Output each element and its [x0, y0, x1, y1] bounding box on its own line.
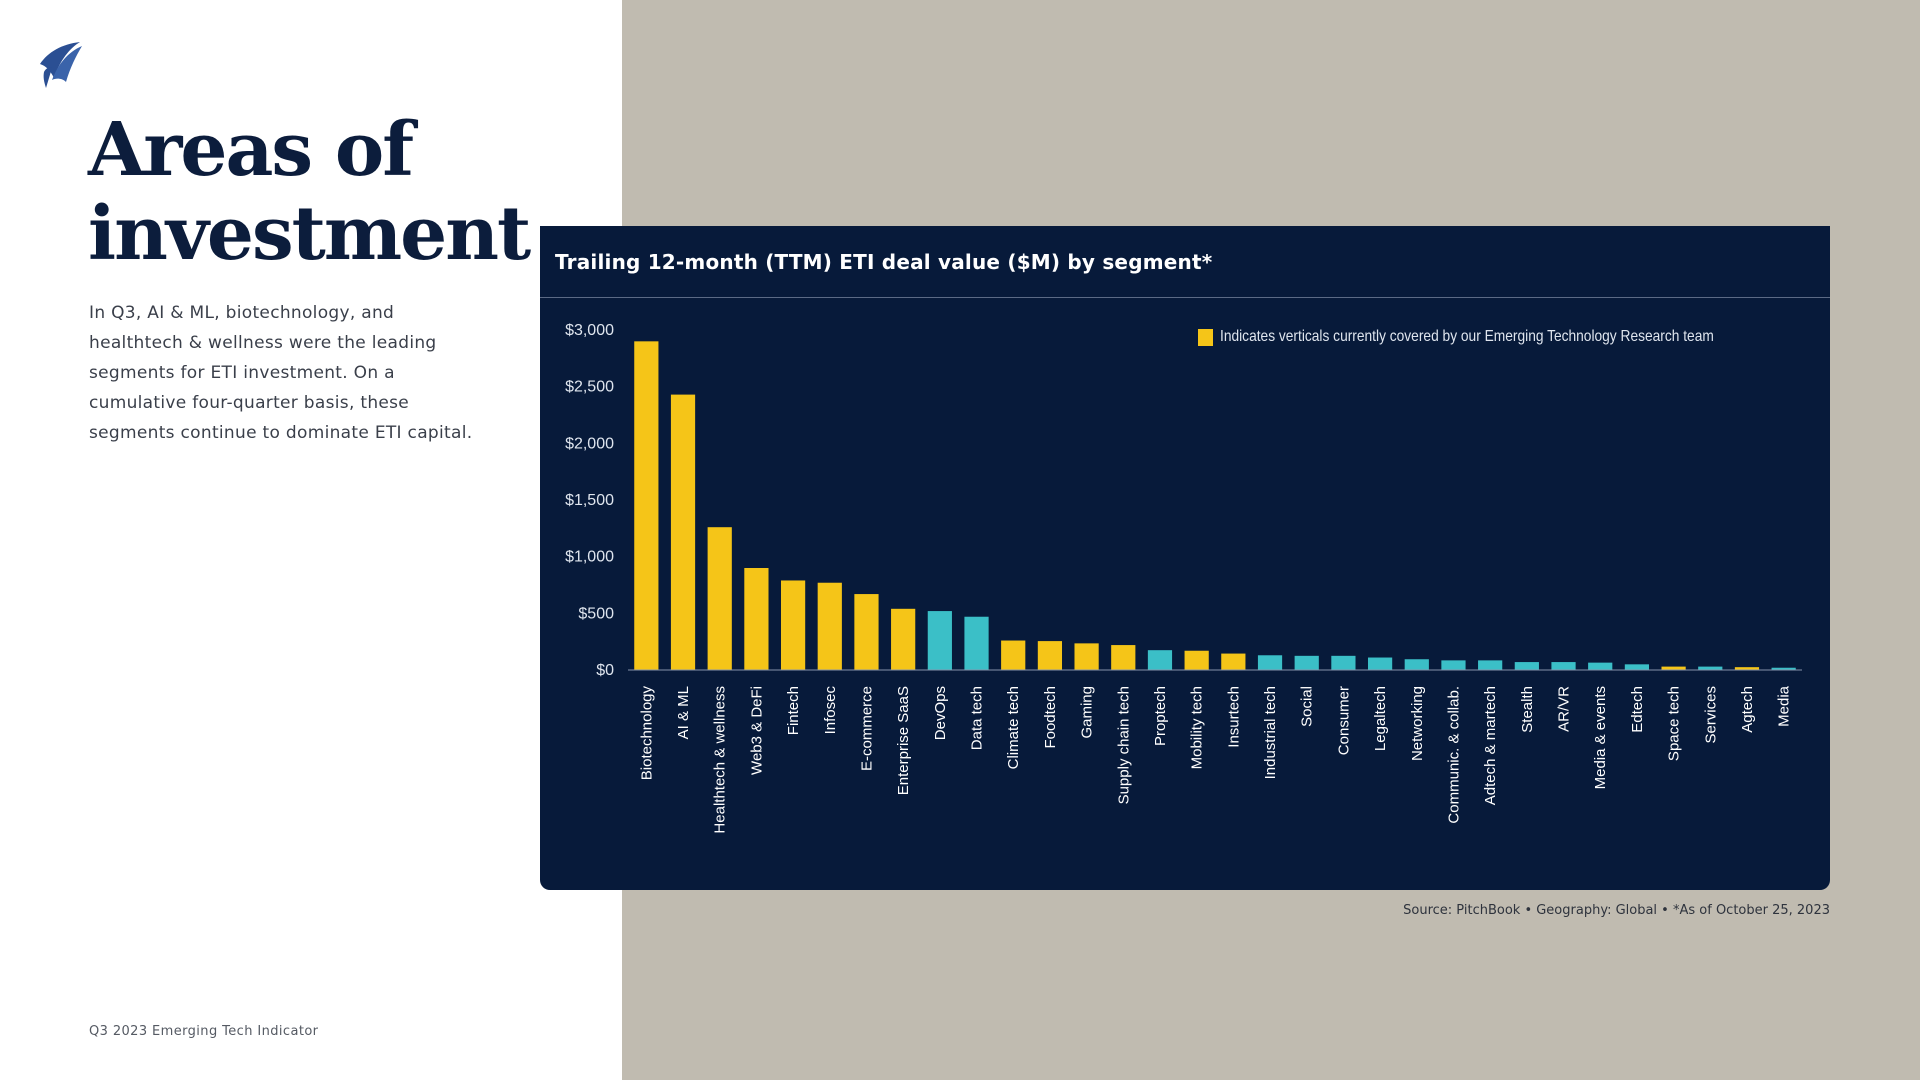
x-category-label: Adtech & martech	[1482, 686, 1499, 805]
page-title-line-2: investment	[88, 191, 531, 277]
y-tick-label: $1,500	[565, 492, 614, 509]
bar	[1111, 645, 1136, 670]
y-tick-label: $2,000	[565, 435, 614, 452]
x-category-label: Proptech	[1152, 686, 1169, 746]
y-tick-label: $2,500	[565, 379, 614, 396]
y-tick-label: $3,000	[565, 322, 614, 339]
bar	[707, 527, 732, 670]
bar	[634, 341, 659, 670]
x-category-label: Services	[1702, 686, 1719, 744]
bar	[1551, 662, 1576, 670]
footer-label: Q3 2023 Emerging Tech Indicator	[89, 1024, 319, 1039]
legend-label: Indicates verticals currently covered by…	[1219, 328, 1714, 345]
bar	[1624, 664, 1650, 670]
bar	[1221, 653, 1246, 670]
bar	[1734, 667, 1760, 670]
x-category-label: AI & ML	[675, 686, 692, 739]
x-category-label: E-commerce	[858, 686, 875, 771]
x-category-label: Fintech	[785, 686, 802, 735]
y-tick-label: $500	[578, 605, 614, 622]
chart-title-divider	[540, 297, 1830, 298]
x-category-label: Climate tech	[1005, 686, 1022, 769]
bar	[927, 611, 952, 670]
x-category-label: Stealth	[1519, 686, 1536, 733]
bar	[1147, 650, 1173, 670]
bar	[1698, 666, 1723, 670]
x-category-label: Industrial tech	[1262, 686, 1279, 779]
x-category-label: Agtech	[1739, 686, 1756, 733]
bar	[1331, 655, 1356, 670]
x-category-label: DevOps	[932, 686, 949, 740]
bar	[964, 616, 989, 670]
bar	[1661, 666, 1686, 670]
x-category-label: Foodtech	[1042, 686, 1059, 749]
bar	[1037, 641, 1063, 670]
bar	[854, 594, 879, 670]
x-category-label: AR/VR	[1556, 686, 1573, 732]
x-category-label: Biotechnology	[638, 686, 655, 781]
x-category-label: Healthtech & wellness	[712, 686, 729, 834]
x-category-label: Edtech	[1629, 686, 1646, 733]
y-tick-label: $1,000	[565, 549, 614, 566]
bar	[1771, 667, 1796, 670]
bar	[1257, 655, 1283, 670]
bar	[1588, 662, 1613, 670]
x-category-label: Gaming	[1079, 686, 1096, 739]
bar	[1001, 640, 1026, 670]
bar	[1184, 650, 1209, 670]
x-category-label: Supply chain tech	[1115, 686, 1132, 804]
x-category-label: Space tech	[1666, 686, 1683, 761]
x-category-label: Consumer	[1335, 686, 1352, 755]
x-category-label: Media & events	[1592, 686, 1609, 789]
intro-paragraph: In Q3, AI & ML, biotechnology, and healt…	[89, 303, 473, 443]
x-category-label: Social	[1299, 686, 1316, 727]
bar	[1404, 659, 1429, 670]
bar	[1074, 643, 1099, 670]
x-category-label: Mobility tech	[1189, 686, 1206, 769]
bar	[1514, 662, 1539, 670]
legend-swatch	[1197, 328, 1213, 346]
x-category-label: Infosec	[822, 686, 839, 735]
x-category-label: Media	[1776, 685, 1793, 727]
x-category-label: Legaltech	[1372, 686, 1389, 751]
bar	[891, 608, 916, 670]
x-category-label: Data tech	[969, 686, 986, 750]
page-title-line-1: Areas of	[88, 107, 414, 193]
chart-title: Trailing 12-month (TTM) ETI deal value (…	[555, 250, 1213, 274]
bar	[1367, 657, 1393, 670]
bar	[1441, 660, 1466, 670]
y-tick-label: $0	[596, 662, 614, 679]
x-category-label: Insurtech	[1225, 686, 1242, 748]
chart-legend: Indicates verticals currently covered by…	[1197, 328, 1794, 346]
sail-logo-icon	[40, 42, 82, 88]
page-title: Areas of investment	[88, 107, 531, 277]
bar	[780, 580, 806, 670]
x-category-label: Web3 & DeFi	[748, 686, 765, 775]
bar	[670, 394, 696, 670]
bar-chart: $0 $500 $1,000 $1,500 $2,000 $2,500 $3,000 Biot…	[565, 322, 1802, 834]
x-category-label: Networking	[1409, 686, 1426, 761]
x-category-label: Enterprise SaaS	[895, 686, 912, 795]
x-category-label: Communic. & collab.	[1445, 686, 1462, 824]
bar	[817, 582, 842, 670]
chart-card: Trailing 12-month (TTM) ETI deal value (…	[540, 226, 1830, 890]
bar	[1478, 660, 1503, 670]
bar	[1294, 655, 1319, 670]
bar	[744, 568, 769, 670]
source-note: Source: PitchBook • Geography: Global • …	[1403, 903, 1830, 918]
